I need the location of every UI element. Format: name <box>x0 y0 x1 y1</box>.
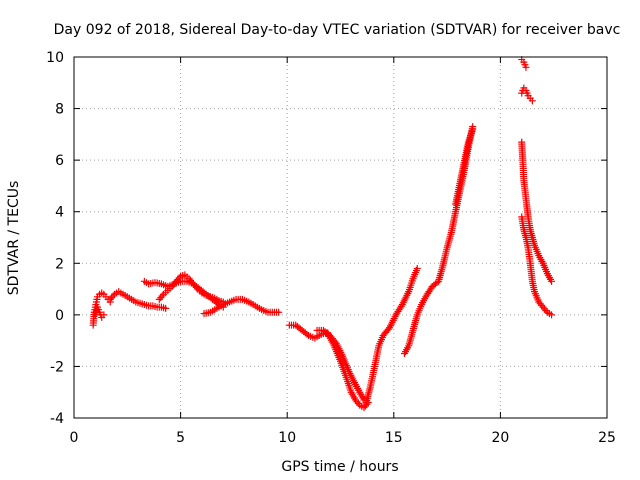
y-tick-label: 8 <box>55 102 64 118</box>
series-arc-c <box>106 288 170 312</box>
series-arc-e <box>155 271 227 306</box>
chart-title: Day 092 of 2018, Sidereal Day-to-day VTE… <box>54 22 621 38</box>
x-tick-label: 20 <box>491 430 509 446</box>
axis-ticks: 0 5 10 15 20 25 -4 -2 0 2 4 6 8 10 <box>46 50 616 446</box>
series-arc-a <box>89 289 114 329</box>
y-tick-label: 2 <box>55 256 64 272</box>
series-arc-o <box>518 213 556 319</box>
data-point <box>275 308 283 316</box>
series-arc-l <box>518 56 530 71</box>
x-axis-label: GPS time / hours <box>281 459 398 475</box>
data-point <box>548 311 556 319</box>
y-tick-label: 6 <box>55 153 64 169</box>
data-point <box>162 304 170 312</box>
data-point <box>100 311 108 319</box>
series-arc-m <box>518 84 536 105</box>
data-point <box>542 307 550 315</box>
data-point <box>303 330 311 338</box>
y-tick-label: -2 <box>50 359 64 375</box>
data-point <box>548 277 556 285</box>
series-arc-b <box>91 303 108 321</box>
plot-frame <box>73 56 608 419</box>
data-point <box>109 292 117 300</box>
series-arc-i <box>362 264 421 407</box>
series-arc-f <box>200 295 283 318</box>
series-arc-h <box>313 326 368 404</box>
data-points <box>89 56 556 412</box>
series-arc-n <box>518 138 556 285</box>
y-tick-label: 0 <box>55 308 64 324</box>
x-tick-label: 15 <box>385 430 403 446</box>
y-tick-label: -4 <box>50 411 64 427</box>
grid-lines <box>74 57 607 418</box>
data-point <box>158 292 166 300</box>
y-axis-label: SDTVAR / TECUs <box>6 181 22 296</box>
data-point <box>354 399 362 407</box>
data-point <box>397 302 405 310</box>
data-point <box>192 283 200 291</box>
x-tick-label: 25 <box>598 430 616 446</box>
data-point <box>469 125 477 133</box>
x-tick-label: 10 <box>278 430 296 446</box>
data-point <box>522 63 530 71</box>
data-point <box>175 274 183 282</box>
x-tick-label: 0 <box>70 430 79 446</box>
series-arc-k <box>452 125 477 208</box>
y-tick-label: 10 <box>46 50 64 66</box>
y-tick-label: 4 <box>55 205 64 221</box>
data-point <box>413 264 421 272</box>
data-point <box>528 97 536 105</box>
x-tick-label: 5 <box>176 430 185 446</box>
